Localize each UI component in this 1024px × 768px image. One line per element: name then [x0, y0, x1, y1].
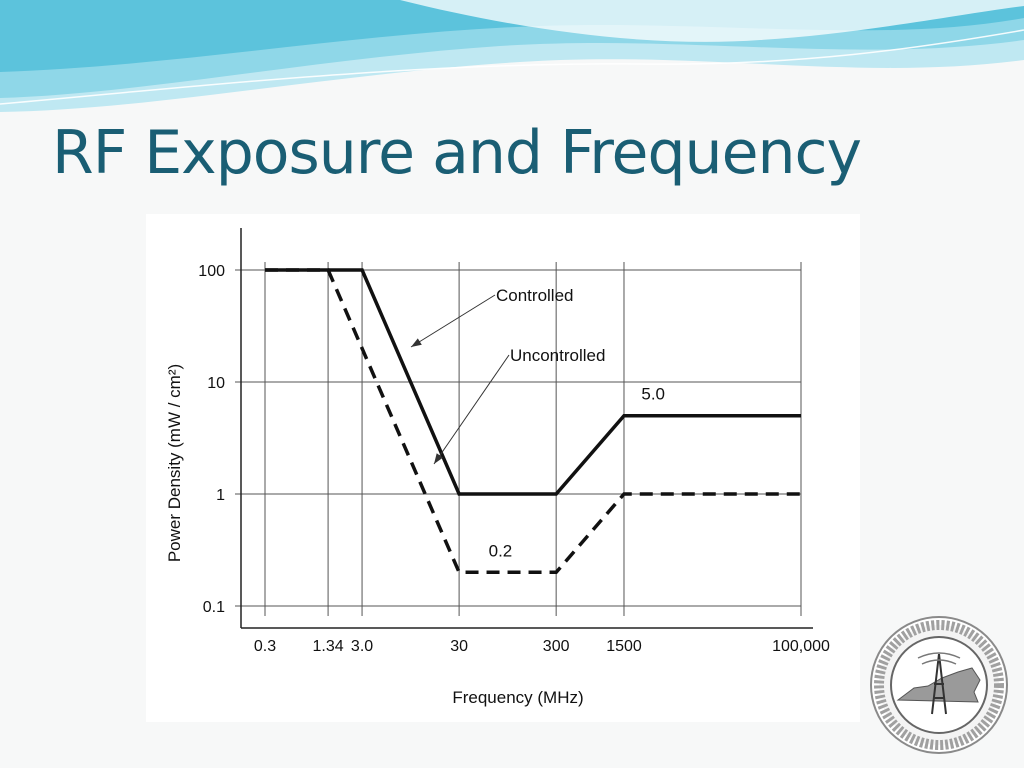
value-annotation: 0.2	[489, 541, 513, 560]
y-tick-label: 1	[216, 487, 225, 504]
banner-line	[0, 29, 1024, 105]
chart-labels: 0.3 1.34 3.0 30 300 1500 100,000 0.1 1 10 100 Frequ…	[165, 263, 830, 707]
x-tick-label: 300	[543, 638, 570, 655]
organization-seal-icon	[870, 616, 1008, 754]
x-tick-label: 30	[450, 638, 468, 655]
callout-line-uncontrolled	[433, 354, 510, 465]
series-label-controlled: Controlled	[496, 286, 574, 305]
x-tick-label: 0.3	[254, 638, 276, 655]
x-tick-label: 3.0	[351, 638, 373, 655]
callout-line-controlled	[410, 294, 496, 348]
power-density-chart: 0.3 1.34 3.0 30 300 1500 100,000 0.1 1 10 100 Frequ…	[165, 228, 830, 707]
x-tick-label: 1500	[606, 638, 642, 655]
x-tick-label: 100,000	[772, 638, 830, 655]
x-axis-title: Frequency (MHz)	[452, 688, 583, 707]
seal-waves	[917, 652, 961, 665]
series-line-uncontrolled	[265, 268, 801, 575]
callout-arrow-uncontrolled	[434, 453, 443, 464]
callout-arrow-controlled	[411, 338, 422, 347]
y-axis-title: Power Density (mW / cm²)	[165, 364, 184, 562]
banner-swoosh	[400, 0, 1024, 42]
value-annotation: 5.0	[641, 385, 665, 404]
x-tick-label: 1.34	[313, 638, 344, 655]
series-label-uncontrolled: Uncontrolled	[510, 346, 605, 365]
chart-panel: 0.3 1.34 3.0 30 300 1500 100,000 0.1 1 10 100 Frequ…	[146, 214, 860, 722]
header-banner	[0, 0, 1024, 112]
chart-axes	[240, 228, 813, 629]
y-tick-label: 10	[207, 375, 225, 392]
seal-tower	[931, 653, 947, 715]
y-tick-label: 100	[198, 263, 225, 280]
chart-grid	[235, 262, 802, 616]
y-tick-label: 0.1	[203, 599, 225, 616]
series-line-controlled	[265, 268, 801, 496]
slide-title: RF Exposure and Frequency	[52, 118, 862, 188]
chart-series	[265, 268, 801, 575]
